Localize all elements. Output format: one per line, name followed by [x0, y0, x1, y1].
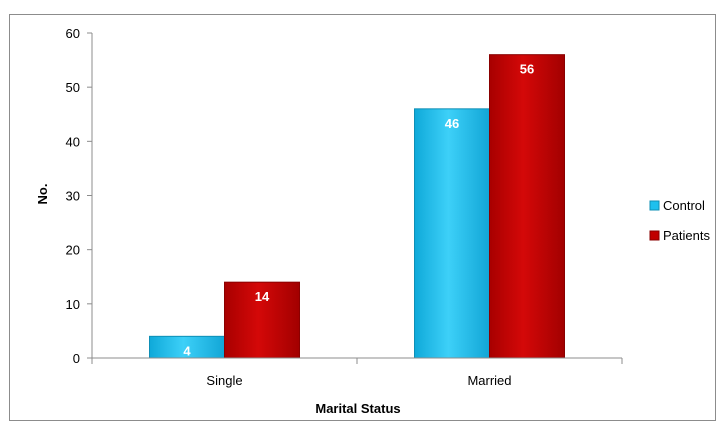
data-label: 56	[520, 62, 534, 77]
x-tick-label: Single	[206, 373, 242, 388]
data-label: 4	[183, 343, 191, 358]
bar-patients-single	[224, 281, 300, 359]
x-axis-title: Marital Status	[315, 401, 400, 416]
legend-label-control: Control	[663, 198, 705, 213]
y-tick-label: 60	[66, 26, 80, 41]
bar-patients-married	[489, 54, 565, 359]
y-tick-label: 20	[66, 243, 80, 258]
y-tick-label: 0	[73, 351, 80, 366]
chart-frame	[9, 14, 716, 421]
y-tick-label: 10	[66, 297, 80, 312]
bar-control-married	[414, 108, 490, 359]
y-tick-label: 40	[66, 134, 80, 149]
y-tick-label: 50	[66, 80, 80, 95]
y-tick-label: 30	[66, 189, 80, 204]
y-axis-title: No.	[35, 184, 50, 205]
data-label: 46	[445, 116, 459, 131]
x-tick-label: Married	[467, 373, 511, 388]
data-label: 14	[255, 289, 270, 304]
legend-label-patients: Patients	[663, 228, 710, 243]
legend-swatch-control	[649, 200, 660, 211]
legend-swatch-patients	[649, 230, 660, 241]
